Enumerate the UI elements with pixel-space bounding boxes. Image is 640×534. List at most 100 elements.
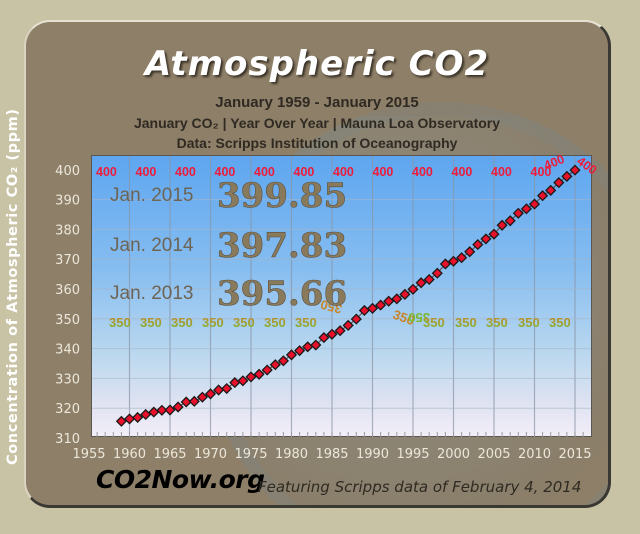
data-point xyxy=(213,384,225,396)
data-point xyxy=(383,295,395,307)
ref-350-label: 350 xyxy=(295,315,317,330)
data-point xyxy=(342,319,354,331)
ref-350-label: 350 xyxy=(423,315,445,330)
highlight-label: Jan. 2015 xyxy=(110,185,193,206)
data-point xyxy=(269,359,281,371)
ref-350-label: 350 xyxy=(171,315,193,330)
data-point xyxy=(569,164,581,176)
x-tick-label: 2015 xyxy=(558,447,591,462)
data-point xyxy=(407,283,419,295)
footer-note: Featuring Scripps data of February 4, 20… xyxy=(258,478,582,496)
x-tick-label: 1975 xyxy=(234,447,267,462)
ref-400-label: 400 xyxy=(294,165,315,179)
data-point xyxy=(431,267,443,279)
y-tick-label: 380 xyxy=(55,223,80,238)
data-point xyxy=(302,341,314,353)
data-point xyxy=(132,411,144,424)
data-point xyxy=(553,177,565,189)
highlight-value: 395.66 xyxy=(217,274,347,314)
ref-400-label: 400 xyxy=(452,165,473,179)
data-point xyxy=(464,246,476,258)
data-point xyxy=(456,252,468,264)
x-tick-label: 1970 xyxy=(194,447,227,462)
data-point xyxy=(399,288,411,300)
data-point xyxy=(285,349,298,361)
data-point xyxy=(537,190,549,202)
ref-350-label: 350 xyxy=(264,315,286,330)
y-tick-label: 330 xyxy=(55,372,80,387)
ref-400-label: 400 xyxy=(333,165,354,179)
data-point xyxy=(326,328,338,340)
ref-400-label: 400 xyxy=(254,165,275,179)
data-point xyxy=(545,184,557,196)
subtitle-source: Data: Scripps Institution of Oceanograph… xyxy=(176,135,458,151)
data-point xyxy=(229,376,241,389)
data-point xyxy=(439,258,451,270)
data-point xyxy=(253,368,265,380)
data-point xyxy=(520,203,532,215)
data-point xyxy=(496,219,508,231)
data-point xyxy=(528,198,541,210)
y-tick-label: 320 xyxy=(55,402,80,417)
data-point xyxy=(561,170,573,182)
y-tick-label: 340 xyxy=(55,343,80,358)
subtitle-dates: January 1959 - January 2015 xyxy=(215,94,419,111)
ref-350-label: 350 xyxy=(140,315,162,330)
data-point xyxy=(488,228,500,240)
ref-400-label: 400 xyxy=(412,165,433,179)
ref-400-label: 400 xyxy=(175,165,196,179)
chart-title: Atmospheric CO2 xyxy=(144,44,490,84)
ref-400-label: 400 xyxy=(215,165,236,179)
ref-400-label: 400 xyxy=(542,152,567,173)
data-point xyxy=(277,355,289,367)
ref-350-label: 350 xyxy=(408,310,430,325)
ref-350-label: 350 xyxy=(109,315,131,330)
highlight-label: Jan. 2013 xyxy=(110,283,193,304)
x-tick-label: 1960 xyxy=(113,447,146,462)
data-point xyxy=(164,404,176,416)
data-point xyxy=(504,215,516,227)
ref-350-label: 350 xyxy=(202,315,224,330)
y-tick-label: 400 xyxy=(55,164,80,179)
x-tick-label: 2005 xyxy=(477,447,510,462)
data-point xyxy=(472,239,484,251)
data-point xyxy=(115,415,127,427)
data-point xyxy=(447,255,460,267)
x-tick-label: 1980 xyxy=(275,447,308,462)
y-tick-label: 310 xyxy=(55,432,80,447)
ref-350-label: 350 xyxy=(319,297,344,317)
data-point xyxy=(180,396,192,408)
data-point xyxy=(480,233,492,245)
data-point xyxy=(196,391,208,403)
data-point xyxy=(375,299,387,311)
ref-350-label: 350 xyxy=(455,315,477,330)
x-tick-label: 1965 xyxy=(153,447,186,462)
data-point xyxy=(156,404,168,416)
ref-400-label: 400 xyxy=(136,165,157,179)
data-point xyxy=(415,277,427,289)
data-point xyxy=(334,325,346,337)
x-tick-label: 1985 xyxy=(315,447,348,462)
data-point xyxy=(350,313,362,325)
data-point xyxy=(366,302,379,314)
data-point xyxy=(123,413,136,425)
x-tick-label: 1995 xyxy=(396,447,429,462)
data-point xyxy=(423,273,435,286)
x-tick-label: 2000 xyxy=(437,447,470,462)
subtitle-series: January CO₂ | Year Over Year | Mauna Loa… xyxy=(133,115,501,131)
y-tick-label: 350 xyxy=(55,313,80,328)
data-point xyxy=(221,382,233,395)
ref-400-label: 400 xyxy=(574,154,599,177)
x-tick-label: 2010 xyxy=(518,447,551,462)
data-point xyxy=(188,395,200,407)
co2now-logo: CO2Now.org xyxy=(96,465,265,494)
data-point xyxy=(245,371,257,383)
y-tick-label: 370 xyxy=(55,253,80,268)
ref-400-label: 400 xyxy=(531,165,552,179)
data-point xyxy=(204,388,217,400)
ref-400-label: 400 xyxy=(96,165,117,179)
data-point xyxy=(261,364,273,376)
y-tick-label: 360 xyxy=(55,283,80,298)
data-point xyxy=(391,293,403,305)
ref-350-label: 350 xyxy=(391,307,417,329)
